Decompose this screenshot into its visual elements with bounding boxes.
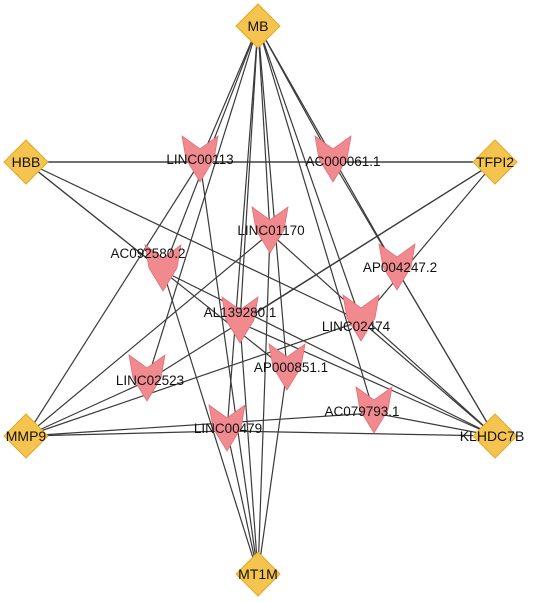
edge-mt1m-to-linc00113 bbox=[199, 161, 259, 575]
edge-layer bbox=[25, 25, 496, 575]
edge-mt1m-to-ap000851-1 bbox=[257, 369, 288, 575]
edge-mb-to-linc00113 bbox=[199, 25, 259, 163]
edge-hbb-to-linc02474 bbox=[25, 161, 362, 322]
edge-mt1m-to-ac092580-2 bbox=[162, 270, 259, 575]
lncrna-node-linc01170[interactable]: LINC01170 bbox=[237, 206, 305, 254]
chevron-arrow-icon bbox=[181, 135, 219, 183]
lncrna-label-linc01170: LINC01170 bbox=[237, 223, 304, 238]
edge-mb-to-ap000851-1 bbox=[257, 25, 288, 371]
chevron-arrow-icon bbox=[144, 244, 182, 292]
gene-node-mt1m[interactable]: MT1M bbox=[235, 551, 281, 597]
diamond-icon bbox=[3, 413, 49, 459]
lncrna-label-linc02523: LINC02523 bbox=[116, 373, 184, 388]
gene-label-mt1m: MT1M bbox=[238, 566, 278, 582]
edge-mmp9-to-linc02523 bbox=[25, 380, 148, 437]
gene-node-mmp9[interactable]: MMP9 bbox=[3, 413, 49, 459]
lncrna-node-linc00479[interactable]: LINC00479 bbox=[194, 404, 262, 452]
lncrna-label-ap004247-2: AP004247.2 bbox=[363, 260, 437, 275]
edge-mmp9-to-linc01170 bbox=[25, 232, 271, 437]
chevron-arrow-icon bbox=[355, 386, 393, 434]
edge-mb-to-al139280-1 bbox=[239, 25, 259, 324]
gene-label-hbb: HBB bbox=[12, 154, 41, 170]
diamond-icon bbox=[235, 3, 281, 49]
gene-node-klhdc7b[interactable]: KLHDC7B bbox=[460, 413, 525, 459]
edge-mb-to-linc02474 bbox=[257, 25, 362, 322]
diamond-icon bbox=[3, 139, 49, 185]
lncrna-node-ac092580-2[interactable]: AC092580.2 bbox=[110, 244, 186, 292]
edge-klhdc7b-to-linc02474 bbox=[360, 320, 496, 437]
chevron-arrow-icon bbox=[128, 354, 166, 402]
edge-mb-to-ac079793-1 bbox=[257, 25, 375, 414]
edge-mmp9-to-linc02474 bbox=[25, 320, 362, 437]
edge-mb-to-linc01170 bbox=[257, 25, 271, 234]
gene-label-klhdc7b: KLHDC7B bbox=[460, 428, 525, 444]
lncrna-node-ap004247-2[interactable]: AP004247.2 bbox=[363, 243, 437, 291]
edge-tfpi2-to-al139280-1 bbox=[239, 161, 496, 324]
lncrna-label-ac092580-2: AC092580.2 bbox=[110, 246, 185, 261]
edge-mt1m-to-linc01170 bbox=[257, 232, 271, 575]
lncrna-node-linc02523[interactable]: LINC02523 bbox=[116, 354, 184, 402]
gene-label-mmp9: MMP9 bbox=[6, 428, 47, 444]
edge-klhdc7b-to-ap004247-2 bbox=[396, 269, 496, 437]
lncrna-node-linc00113[interactable]: LINC00113 bbox=[166, 135, 234, 183]
lncrna-label-ac079793-1: AC079793.1 bbox=[324, 404, 399, 419]
lncrna-label-al139280-1: AL139280.1 bbox=[204, 305, 277, 320]
lncrna-node-ap000851-1[interactable]: AP000851.1 bbox=[254, 343, 328, 391]
lncrna-label-ap000851-1: AP000851.1 bbox=[254, 360, 328, 375]
gene-label-tfpi2: TFPI2 bbox=[476, 154, 514, 170]
lncrna-label-linc00113: LINC00113 bbox=[166, 152, 233, 167]
lncrna-node-al139280-1[interactable]: AL139280.1 bbox=[204, 296, 277, 344]
lncrna-label-linc00479: LINC00479 bbox=[194, 421, 262, 436]
lncrna-label-ac000061-1: AC000061.1 bbox=[305, 154, 380, 169]
edge-mmp9-to-linc00113 bbox=[25, 161, 201, 437]
gene-label-mb: MB bbox=[248, 18, 269, 34]
gene-node-hbb[interactable]: HBB bbox=[3, 139, 49, 185]
edge-klhdc7b-to-ac079793-1 bbox=[373, 412, 496, 437]
edge-klhdc7b-to-linc01170 bbox=[269, 232, 496, 437]
edge-tfpi2-to-linc02474 bbox=[360, 161, 496, 322]
lncrna-label-linc02474: LINC02474 bbox=[322, 319, 391, 334]
edge-mb-to-linc00479 bbox=[226, 25, 259, 432]
node-layer: LINC00113 AC000061.1 LINC01170 AC092580.… bbox=[3, 3, 525, 597]
edge-mt1m-to-al139280-1 bbox=[239, 322, 259, 575]
edge-klhdc7b-to-al139280-1 bbox=[239, 322, 496, 437]
chevron-arrow-icon bbox=[208, 404, 246, 452]
edge-mt1m-to-linc00479 bbox=[226, 430, 259, 575]
edge-klhdc7b-to-linc00479 bbox=[226, 430, 496, 437]
chevron-arrow-icon bbox=[378, 243, 416, 291]
chevron-arrow-icon bbox=[251, 206, 289, 254]
lncrna-node-ac079793-1[interactable]: AC079793.1 bbox=[324, 386, 400, 434]
lncrna-node-linc02474[interactable]: LINC02474 bbox=[322, 294, 391, 342]
gene-node-mb[interactable]: MB bbox=[235, 3, 281, 49]
chevron-arrow-icon bbox=[221, 296, 259, 344]
edge-mb-to-linc02523 bbox=[146, 25, 259, 382]
chevron-arrow-icon bbox=[314, 135, 352, 183]
chevron-arrow-icon bbox=[268, 343, 306, 391]
edge-mmp9-to-ac079793-1 bbox=[25, 412, 375, 437]
diamond-icon bbox=[235, 551, 281, 597]
diamond-icon bbox=[472, 139, 518, 185]
edge-klhdc7b-to-ac092580-2 bbox=[162, 270, 496, 437]
lncrna-node-ac000061-1[interactable]: AC000061.1 bbox=[305, 135, 381, 183]
gene-node-tfpi2[interactable]: TFPI2 bbox=[472, 139, 518, 185]
chevron-arrow-icon bbox=[342, 294, 380, 342]
diamond-icon bbox=[472, 413, 518, 459]
edge-mmp9-to-linc00479 bbox=[25, 430, 228, 437]
